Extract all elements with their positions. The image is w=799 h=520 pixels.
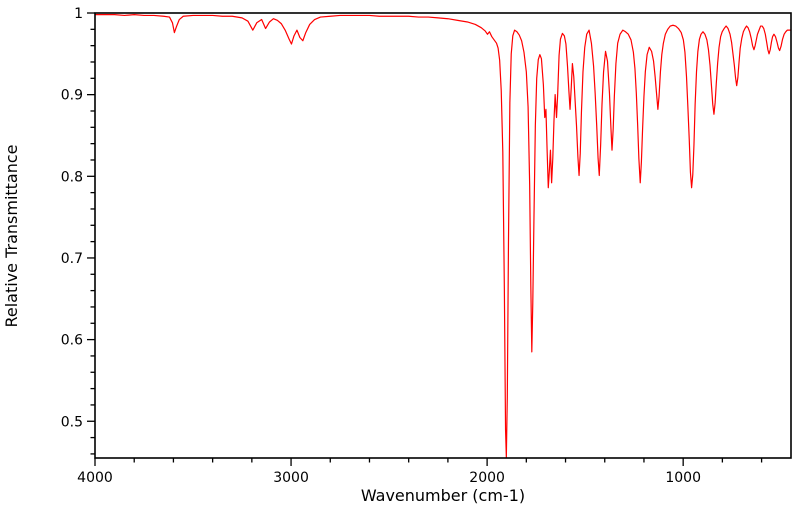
axis-tick-labels-group: 4000 3000 2000 1000 0.5 0.6 0.7 0.8 0.9 1 — [61, 6, 701, 486]
x-axis-tick-label: 4000 — [77, 470, 113, 486]
x-axis-tick-label: 1000 — [665, 470, 701, 486]
x-axis-tick-label: 2000 — [469, 470, 505, 486]
y-axis-tick-label: 1 — [74, 6, 83, 22]
plot-frame — [94, 12, 792, 459]
y-axis-tick-label: 0.5 — [61, 414, 83, 430]
series-group — [94, 14, 792, 458]
y-axis-tick-label: 0.7 — [61, 251, 83, 267]
y-axis-tick-label: 0.9 — [61, 88, 83, 104]
spectrum-line — [94, 14, 792, 458]
y-axis-tick-label: 0.6 — [61, 333, 83, 349]
x-axis-tick-label: 3000 — [273, 470, 309, 486]
y-axis-label: Relative Transmittance — [2, 144, 21, 327]
y-axis-tick-label: 0.8 — [61, 169, 83, 185]
x-axis-label: Wavenumber (cm-1) — [361, 486, 525, 505]
